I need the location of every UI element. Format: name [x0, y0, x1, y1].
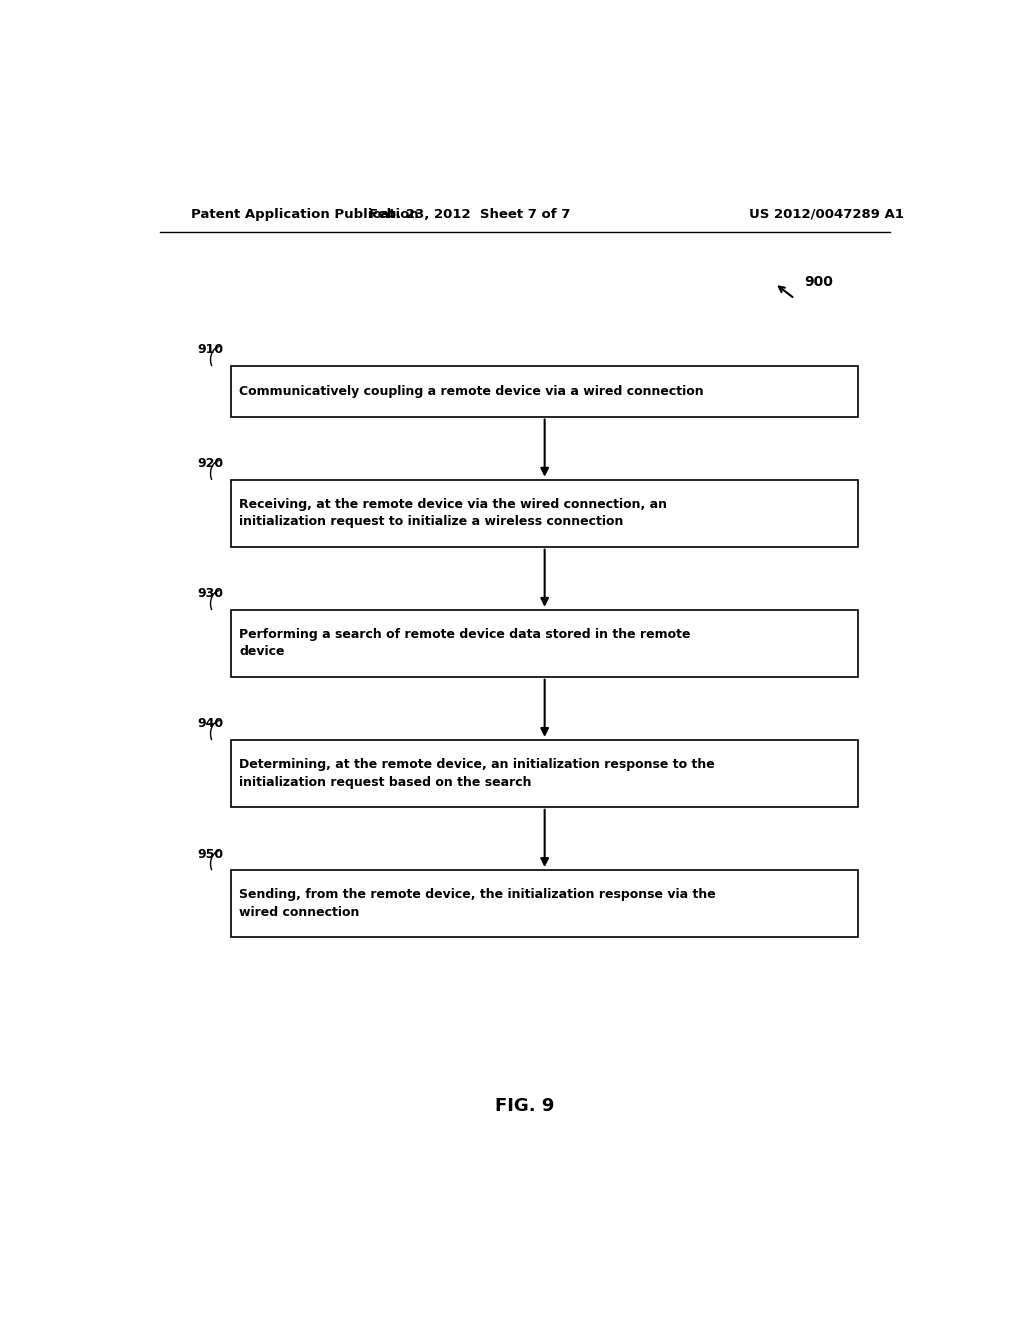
- Bar: [231, 610, 858, 677]
- Bar: [231, 739, 858, 807]
- Text: 930: 930: [198, 587, 223, 601]
- Text: 950: 950: [197, 847, 223, 861]
- Text: Communicatively coupling a remote device via a wired connection: Communicatively coupling a remote device…: [240, 384, 703, 397]
- Text: Performing a search of remote device data stored in the remote
device: Performing a search of remote device dat…: [240, 628, 690, 659]
- Text: Receiving, at the remote device via the wired connection, an
initialization requ: Receiving, at the remote device via the …: [240, 498, 667, 528]
- Bar: [231, 870, 858, 937]
- Text: Feb. 23, 2012  Sheet 7 of 7: Feb. 23, 2012 Sheet 7 of 7: [369, 207, 570, 220]
- Text: 940: 940: [197, 718, 223, 730]
- Bar: [231, 366, 858, 417]
- Text: FIG. 9: FIG. 9: [496, 1097, 554, 1114]
- Text: 900: 900: [804, 276, 833, 289]
- Text: US 2012/0047289 A1: US 2012/0047289 A1: [749, 207, 904, 220]
- Text: Patent Application Publication: Patent Application Publication: [191, 207, 419, 220]
- Text: Determining, at the remote device, an initialization response to the
initializat: Determining, at the remote device, an in…: [240, 758, 715, 788]
- Text: Sending, from the remote device, the initialization response via the
wired conne: Sending, from the remote device, the ini…: [240, 888, 716, 919]
- Text: 910: 910: [197, 343, 223, 356]
- Bar: [231, 479, 858, 546]
- Text: 920: 920: [197, 457, 223, 470]
